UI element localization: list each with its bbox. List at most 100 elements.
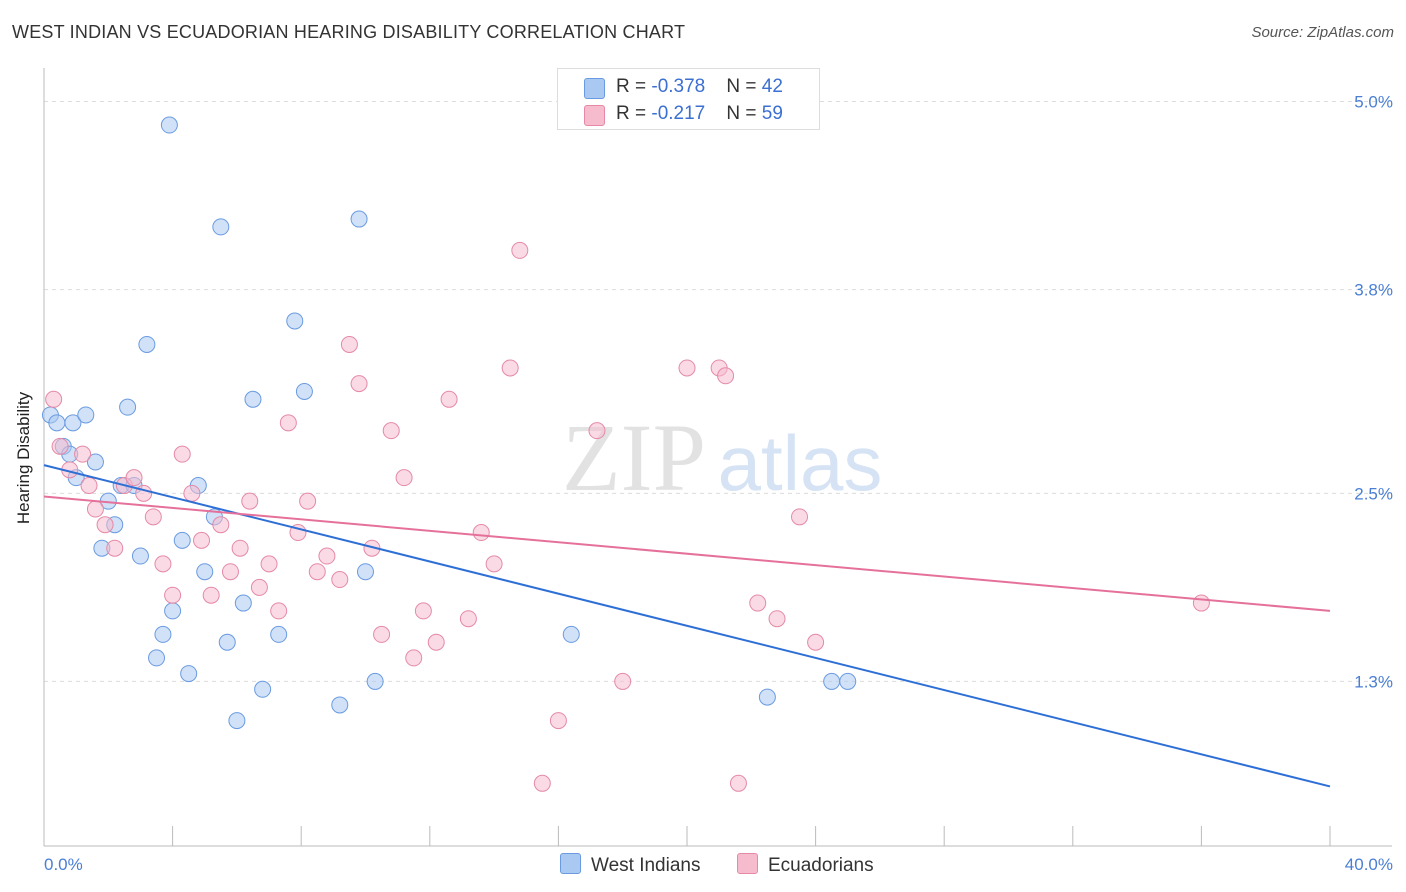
ecuadorians-point[interactable] (717, 367, 735, 385)
ecuadorians-point[interactable] (331, 571, 349, 589)
ecuadorians-point[interactable] (279, 414, 297, 432)
ecuadorians-point[interactable] (405, 649, 423, 667)
legend-n-label: N = (726, 103, 762, 124)
west-indians-point[interactable] (154, 625, 172, 643)
ecuadorians-point[interactable] (749, 594, 767, 612)
west-indians-point[interactable] (562, 625, 580, 643)
ecuadorians-point[interactable] (382, 422, 400, 440)
y-tick-label: 2.5% (1354, 484, 1393, 503)
ecuadorians-point[interactable] (533, 774, 551, 792)
west-indians-point[interactable] (164, 602, 182, 620)
legend-n-value: 42 (761, 76, 783, 97)
ecuadorians-point[interactable] (183, 484, 201, 502)
west-indians-point[interactable] (131, 547, 149, 565)
ecuadorians-point[interactable] (511, 241, 529, 259)
west-indians-point[interactable] (77, 406, 95, 424)
ecuadorians-point[interactable] (588, 422, 606, 440)
west-indians-point[interactable] (218, 633, 236, 651)
ecuadorians-point[interactable] (106, 539, 124, 557)
west-indians-point[interactable] (357, 563, 374, 581)
west-indians-point[interactable] (350, 210, 368, 228)
ecuadorians-point[interactable] (173, 445, 191, 463)
west-indians-point[interactable] (366, 672, 384, 690)
ecuadorians-point[interactable] (373, 625, 391, 643)
ecuadorians-point[interactable] (74, 445, 92, 463)
west-indians-point[interactable] (212, 218, 230, 236)
ecuadorians-point[interactable] (299, 492, 317, 510)
ecuadorians-point[interactable] (221, 563, 239, 581)
ecuadorians-point[interactable] (549, 712, 567, 730)
ecuadorians-point[interactable] (614, 672, 632, 690)
trend-lines (43, 464, 1331, 788)
legend-n-label: N = (726, 76, 762, 97)
ecuadorians-point[interactable] (459, 610, 477, 628)
ecuadorians-point[interactable] (164, 586, 182, 604)
ecuadorians-point[interactable] (45, 390, 63, 408)
west-indians-point[interactable] (758, 688, 776, 706)
ecuadorians-point[interactable] (241, 492, 259, 510)
ecuadorians-point[interactable] (485, 555, 503, 573)
watermark: ZIP atlas (562, 404, 882, 511)
west-indians-point[interactable] (48, 414, 66, 432)
west-indians-point[interactable] (173, 531, 191, 549)
ecuadorians-point[interactable] (318, 547, 336, 565)
ecuadorians-point[interactable] (414, 602, 432, 620)
west-indians-point[interactable] (228, 712, 246, 730)
ecuadorians-point[interactable] (807, 633, 825, 651)
ecuadorians-point[interactable] (154, 555, 172, 573)
ecuadorians-point[interactable] (1192, 594, 1210, 612)
ecuadorians-point[interactable] (51, 437, 69, 455)
series-legend-west-indians[interactable]: West Indians (560, 853, 700, 877)
ecuadorians-point[interactable] (472, 524, 490, 542)
ecuadorians-point[interactable] (96, 516, 114, 534)
west-indians-point[interactable] (254, 680, 272, 698)
watermark-zip: ZIP (562, 404, 706, 511)
y-tick-label: 1.3% (1354, 672, 1393, 691)
west-indians-point[interactable] (270, 625, 288, 643)
x-tick-label-min: 0.0% (44, 855, 83, 874)
ecuadorians-point[interactable] (440, 390, 458, 408)
west-indians-point[interactable] (138, 335, 156, 353)
y-tick-label: 5.0% (1354, 93, 1393, 112)
ecuadorians-point[interactable] (427, 633, 445, 651)
ecuadorians-point[interactable] (212, 516, 230, 534)
west-indians-point[interactable] (244, 390, 262, 408)
west-indians-point[interactable] (180, 665, 198, 683)
ecuadorians-point[interactable] (395, 469, 413, 487)
ecuadorians-point[interactable] (791, 508, 809, 526)
series-label-ecuadorians: Ecuadorians (768, 855, 874, 876)
axes (43, 68, 1392, 847)
series-legend-ecuadorians[interactable]: Ecuadorians (737, 853, 874, 877)
west-indians-point[interactable] (160, 116, 178, 134)
ecuadorians-point[interactable] (270, 602, 288, 620)
watermark-atlas: atlas (718, 419, 883, 507)
west-indians-point[interactable] (286, 312, 304, 330)
ecuadorians-point[interactable] (144, 508, 162, 526)
west-indians-point[interactable] (823, 672, 841, 690)
ecuadorians-point[interactable] (125, 469, 143, 487)
ecuadorians-point[interactable] (202, 586, 220, 604)
ecuadorians-point[interactable] (86, 500, 104, 518)
ecuadorians-point[interactable] (501, 359, 519, 377)
ecuadorians-point[interactable] (340, 335, 358, 353)
ecuadorians-point[interactable] (260, 555, 278, 573)
west-indians-point[interactable] (86, 453, 104, 471)
west-indians-point[interactable] (64, 414, 82, 432)
west-indians-point[interactable] (196, 563, 214, 581)
ecuadorians-point[interactable] (193, 531, 211, 549)
ecuadorians-point[interactable] (231, 539, 249, 557)
ecuadorians-point[interactable] (768, 610, 786, 628)
west-indians-point[interactable] (234, 594, 252, 612)
west-indians-point[interactable] (119, 398, 137, 416)
west-indians-point[interactable] (295, 382, 313, 400)
ecuadorians-point[interactable] (308, 563, 326, 581)
legend-r-value: -0.217 (651, 103, 706, 124)
west-indians-point[interactable] (148, 649, 166, 667)
ecuadorians-point[interactable] (350, 375, 368, 393)
ecuadorians-point[interactable] (678, 359, 696, 377)
ecuadorians-point[interactable] (250, 578, 268, 596)
west-indians-point[interactable] (839, 672, 857, 690)
ecuadorians-point[interactable] (80, 477, 98, 495)
ecuadorians-point[interactable] (729, 774, 747, 792)
west-indians-point[interactable] (331, 696, 349, 714)
